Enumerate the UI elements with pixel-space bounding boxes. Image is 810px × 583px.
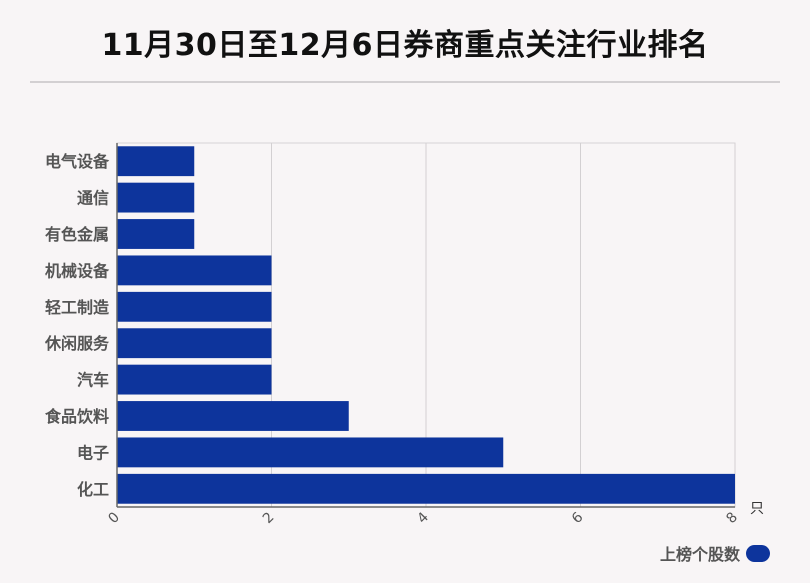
bar[interactable] xyxy=(117,473,735,504)
bar[interactable] xyxy=(117,255,272,286)
category-label: 轻工制造 xyxy=(45,298,110,317)
legend-swatch[interactable] xyxy=(746,544,770,562)
category-label: 化工 xyxy=(77,480,109,499)
bar[interactable] xyxy=(117,182,195,213)
x-tick-label: 6 xyxy=(569,509,587,527)
bar[interactable] xyxy=(117,437,504,468)
category-label: 休闲服务 xyxy=(44,334,110,353)
x-tick-label: 0 xyxy=(105,509,123,527)
bar[interactable] xyxy=(117,146,195,177)
category-label: 通信 xyxy=(77,189,109,208)
bar[interactable] xyxy=(117,328,272,359)
x-axis-unit: 只 xyxy=(750,501,764,517)
legend: 上榜个股数 xyxy=(660,541,770,565)
title-divider xyxy=(30,81,780,83)
legend-label: 上榜个股数 xyxy=(659,545,740,564)
x-tick-label: 2 xyxy=(260,509,278,527)
bar[interactable] xyxy=(117,401,349,431)
category-label: 汽车 xyxy=(77,371,109,390)
bar[interactable] xyxy=(117,364,272,395)
category-label: 有色金属 xyxy=(45,225,109,244)
category-label: 机械设备 xyxy=(45,261,110,280)
category-label: 电子 xyxy=(77,443,109,462)
bar[interactable] xyxy=(117,219,195,249)
x-tick-label: 8 xyxy=(723,509,741,527)
category-label: 食品饮料 xyxy=(44,407,109,426)
bar[interactable] xyxy=(117,291,272,322)
x-tick-label: 4 xyxy=(414,509,432,527)
category-label: 电气设备 xyxy=(45,152,110,171)
page-title: 11月30日至12月6日券商重点关注行业排名 xyxy=(101,28,709,63)
